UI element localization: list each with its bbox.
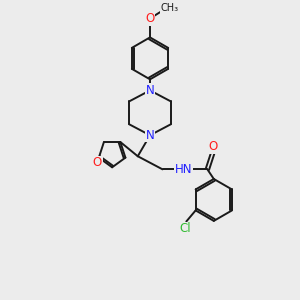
Text: N: N [146,84,154,97]
Text: O: O [146,12,154,25]
Text: O: O [93,156,102,170]
Text: Cl: Cl [179,222,191,235]
Text: N: N [146,129,154,142]
Text: O: O [208,140,217,153]
Text: HN: HN [175,163,192,176]
Text: CH₃: CH₃ [161,3,179,13]
Text: N: N [146,84,154,97]
